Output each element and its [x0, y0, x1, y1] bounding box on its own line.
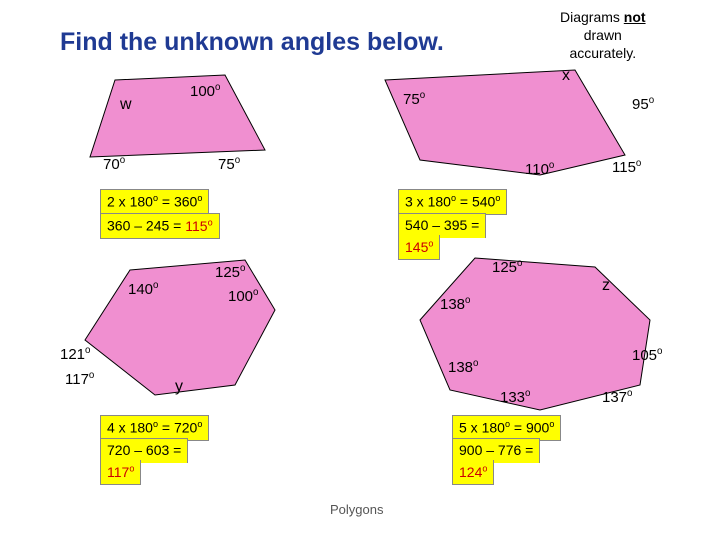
quad-angle-75: 75o: [218, 155, 240, 173]
hex-calc-2: 720 – 603 =: [100, 438, 188, 463]
hept-angle-138b: 138o: [448, 358, 478, 376]
hept-calc-3: 124o: [452, 460, 494, 485]
hept-angle-z: z: [602, 277, 610, 295]
pent1-angle-110: 110o: [525, 160, 554, 178]
hept-angle-133: 133o: [500, 388, 530, 406]
quad-angle-100: 100o: [190, 82, 220, 100]
footer-label: Polygons: [330, 502, 383, 517]
pent1-angle-115: 115o: [612, 158, 641, 176]
hex-angle-140: 140o: [128, 280, 158, 298]
hex-angle-117: 117o: [65, 370, 94, 388]
note-line2: drawn: [584, 27, 622, 43]
hex-calc-3: 117o: [100, 460, 141, 485]
quad-calc-1: 2 x 180o = 360o: [100, 189, 209, 215]
hex-angle-125: 125o: [215, 263, 245, 281]
quad-angle-70: 70o: [103, 155, 125, 173]
pent1-angle-75: 75o: [403, 90, 425, 108]
hex-angle-100: 100o: [228, 287, 258, 305]
quad-angle-w: w: [120, 96, 132, 114]
page-title: Find the unknown angles below.: [60, 28, 444, 57]
pent1-calc-1: 3 x 180o = 540o: [398, 189, 507, 215]
hept-angle-138a: 138o: [440, 295, 470, 313]
note-line3: accurately.: [569, 45, 636, 61]
pent1-angle-x: x: [562, 67, 570, 85]
hept-angle-105: 105o: [632, 346, 662, 364]
accuracy-note: Diagrams not drawn accurately.: [560, 8, 646, 63]
hex-angle-y: y: [175, 378, 183, 396]
quad-calc-2: 360 – 245 = 115o: [100, 213, 220, 239]
hept-calc-2: 900 – 776 =: [452, 438, 540, 463]
note-line1-pre: Diagrams: [560, 9, 624, 25]
note-line1-bold: not: [624, 9, 646, 25]
hex-angle-121: 121o: [60, 345, 90, 363]
pent1-angle-95: 95o: [632, 95, 654, 113]
hept-angle-137: 137o: [602, 388, 632, 406]
pent1-calc-2: 540 – 395 =: [398, 213, 486, 238]
pent1-calc-3: 145o: [398, 235, 440, 260]
hept-angle-125: 125o: [492, 258, 522, 276]
